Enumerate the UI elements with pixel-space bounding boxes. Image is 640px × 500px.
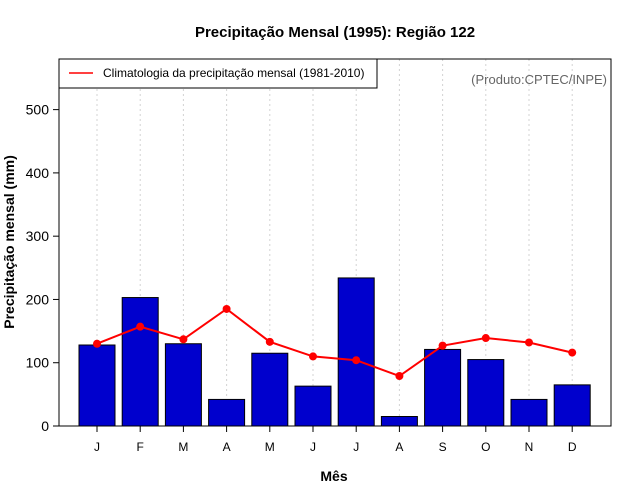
bar-8 — [424, 348, 462, 427]
bar-3 — [208, 398, 246, 427]
y-tick-label: 400 — [26, 165, 50, 181]
x-tick-label: M — [265, 440, 275, 454]
x-tick-label: N — [525, 440, 534, 454]
x-tick-label: J — [94, 440, 100, 454]
bar-7 — [380, 416, 418, 427]
climatology-point-7 — [395, 372, 404, 381]
x-tick-label: J — [310, 440, 316, 454]
climatology-point-2 — [179, 335, 188, 344]
y-tick-label: 200 — [26, 291, 50, 307]
bar-11 — [553, 384, 591, 427]
bar-6 — [337, 277, 375, 427]
climatology-polyline — [96, 307, 573, 378]
y-tick-label: 300 — [26, 228, 50, 244]
legend: Climatologia da precipitação mensal (198… — [58, 58, 378, 89]
bars — [78, 277, 591, 427]
climatology-point-10 — [525, 338, 533, 347]
climatology-point-9 — [481, 334, 490, 343]
climatology-line — [93, 304, 577, 381]
legend-label: Climatologia da precipitação mensal (198… — [103, 66, 364, 80]
climatology-point-3 — [222, 304, 231, 313]
x-axis-label: Mês — [320, 468, 347, 484]
x-tick-label: J — [353, 440, 359, 454]
x-tick-label: S — [439, 440, 447, 454]
legend-box — [58, 58, 378, 89]
bar-4 — [251, 352, 289, 427]
climatology-point-1 — [136, 322, 145, 331]
x-tick-label: A — [223, 440, 231, 454]
bar-5 — [294, 385, 332, 427]
bar-9 — [467, 359, 505, 427]
climatology-point-8 — [438, 341, 447, 350]
y-tick-label: 0 — [41, 418, 49, 434]
chart-title: Precipitação Mensal (1995): Região 122 — [195, 24, 475, 41]
climatology-point-5 — [309, 352, 317, 361]
x-tick-label: D — [568, 440, 577, 454]
x-tick-label: O — [481, 440, 490, 454]
y-tick-label: 500 — [26, 102, 50, 118]
y-axis: 0 100 200 300 400 500 — [26, 102, 59, 434]
y-tick-label: 100 — [26, 355, 50, 371]
bar-0 — [78, 344, 116, 427]
climatology-point-4 — [265, 337, 274, 346]
climatology-point-11 — [568, 348, 577, 357]
credit-text: (Produto:CPTEC/INPE) — [471, 72, 607, 87]
climatology-point-6 — [352, 356, 361, 365]
x-tick-label: A — [395, 440, 403, 454]
bar-1 — [121, 297, 159, 427]
y-axis-label: Precipitação mensal (mm) — [1, 155, 17, 329]
bar-2 — [164, 343, 202, 427]
x-tick-label: M — [178, 440, 188, 454]
x-tick-label: F — [137, 440, 144, 454]
bar-10 — [510, 398, 548, 427]
climatology-point-0 — [93, 339, 101, 348]
